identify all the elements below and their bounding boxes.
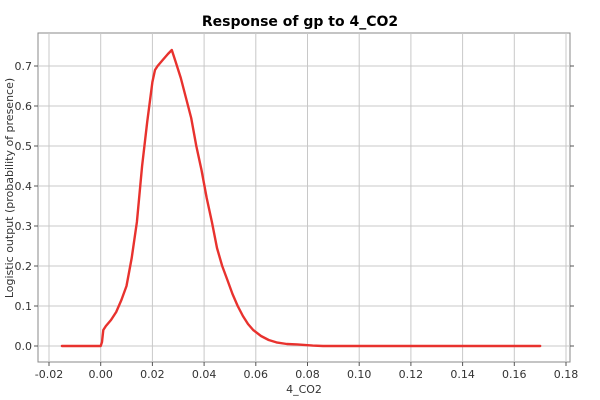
y-tick-label: 0.2 [15,260,33,273]
x-tick-label: 0.06 [244,368,269,381]
x-tick-label: 0.14 [450,368,475,381]
y-tick-label: 0.4 [15,180,33,193]
y-tick-label: 0.1 [15,300,33,313]
x-tick-label: 0.02 [140,368,165,381]
x-axis-label: 4_CO2 [286,383,322,396]
y-tick-label: 0.6 [15,100,33,113]
x-axis-ticks: -0.02 0.00 0.02 0.04 0.06 0.08 0.10 0.12 0.14 0.1… [35,362,578,381]
response-curve [60,48,542,348]
y-axis-ticks: 0.0 0.1 0.2 0.3 0.4 0.5 0.6 0.7 [15,60,574,353]
y-tick-label: 0.5 [15,140,33,153]
x-tick-label: 0.18 [554,368,579,381]
chart-title: Response of gp to 4_CO2 [202,14,398,30]
x-tick-label: 0.08 [295,368,320,381]
x-tick-label: 0.10 [347,368,372,381]
x-tick-label: -0.02 [35,368,63,381]
x-tick-label: 0.12 [399,368,424,381]
x-tick-label: 0.04 [192,368,217,381]
x-tick-label: 0.16 [502,368,527,381]
grid-lines [38,33,570,362]
plot-area [37,32,571,363]
y-tick-label: 0.7 [15,60,33,73]
y-tick-label: 0.0 [15,340,33,353]
y-axis-label: Logistic output (probability of presence… [3,78,16,298]
y-tick-label: 0.3 [15,220,33,233]
series-group [60,48,542,348]
x-tick-label: 0.00 [88,368,113,381]
